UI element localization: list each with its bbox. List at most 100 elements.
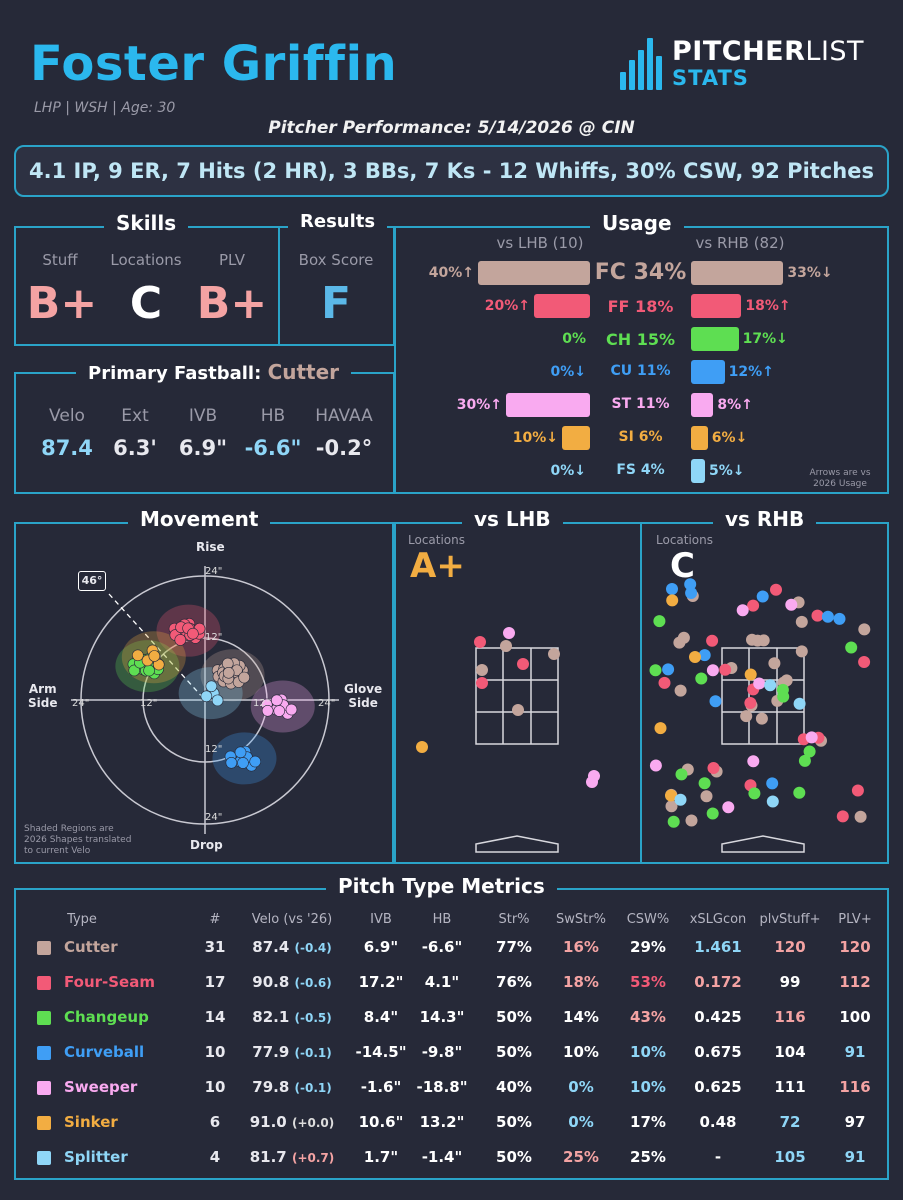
rhb-location-point bbox=[780, 674, 793, 687]
rhb-location-point bbox=[709, 695, 722, 708]
metrics-plv: 112 bbox=[839, 973, 871, 991]
rhb-location-point bbox=[665, 800, 678, 813]
metrics-type: Splitter bbox=[64, 1148, 128, 1166]
metrics-ivb: 8.4" bbox=[363, 1008, 399, 1026]
lhb-location-point bbox=[476, 677, 488, 689]
usage-rhb-label: 12%↑ bbox=[728, 364, 774, 380]
metrics-csw: 53% bbox=[630, 973, 666, 991]
usage-lhb-label: 0%↓ bbox=[550, 463, 587, 479]
metrics-header-8: xSLGcon bbox=[689, 912, 747, 927]
movement-point-changeup bbox=[128, 664, 141, 677]
usage-rhb-bar bbox=[691, 261, 784, 285]
metrics-velo: 82.1 (-0.5) bbox=[252, 1008, 332, 1026]
tick-glove-24: 24" bbox=[318, 698, 336, 709]
rhb-location-point bbox=[666, 594, 679, 607]
metrics-csw: 29% bbox=[630, 938, 666, 956]
rhb-location-point bbox=[756, 590, 769, 603]
lhb-location-point bbox=[503, 627, 515, 639]
movement-point-sweeper bbox=[261, 704, 274, 717]
usage-lhb-bar bbox=[478, 261, 590, 285]
metrics-hb: 14.3" bbox=[419, 1008, 465, 1026]
arm-angle-badge: 46° bbox=[78, 571, 106, 591]
rhb-location-point bbox=[700, 790, 713, 803]
metrics-csw: 10% bbox=[630, 1078, 666, 1096]
tick-rise-12: 12" bbox=[205, 632, 223, 643]
rhb-location-point bbox=[706, 807, 719, 820]
rhb-location-point bbox=[706, 634, 719, 647]
usage-pitch-share: ST 11% bbox=[611, 396, 670, 412]
usage-rhb-bar bbox=[691, 459, 705, 483]
usage-rhb-bar bbox=[691, 426, 708, 450]
rhb-location-point bbox=[811, 609, 824, 622]
metrics-sw: 25% bbox=[563, 1148, 599, 1166]
usage-pitch-share: FC 34% bbox=[594, 260, 687, 285]
usage-rhb-bar bbox=[691, 393, 714, 417]
rhb-location-point bbox=[836, 810, 849, 823]
rhb-location-point bbox=[667, 815, 680, 828]
metrics-count: 10 bbox=[204, 1078, 226, 1096]
rhb-location-point bbox=[684, 578, 697, 591]
pitcherlist-logo: PITCHERLIST STATS bbox=[620, 36, 880, 92]
plv-grade: B+ bbox=[196, 278, 268, 329]
arm-side-label: Arm Side bbox=[28, 682, 58, 710]
ext-label: Ext bbox=[121, 406, 149, 426]
havaa-value: -0.2° bbox=[315, 436, 373, 460]
rhb-location-point bbox=[685, 814, 698, 827]
metrics-type: Four-Seam bbox=[64, 973, 155, 991]
rhb-location-point bbox=[665, 789, 677, 802]
logo-subtext: STATS bbox=[672, 66, 749, 90]
rhb-location-point bbox=[821, 610, 834, 623]
drop-label: Drop bbox=[190, 838, 223, 852]
metrics-csw: 43% bbox=[630, 1008, 666, 1026]
usage-pitch-share: FF 18% bbox=[607, 297, 674, 316]
metrics-header-3: IVB bbox=[370, 912, 392, 927]
metrics-type: Curveball bbox=[64, 1043, 145, 1061]
hb-label: HB bbox=[260, 406, 286, 426]
rhb-location-point bbox=[689, 651, 701, 663]
movement-point-curveball bbox=[225, 756, 238, 769]
rise-label: Rise bbox=[196, 540, 225, 554]
movement-point-splitter bbox=[200, 690, 213, 703]
metrics-count: 4 bbox=[209, 1148, 221, 1166]
velo-label: Velo bbox=[49, 406, 85, 426]
usage-rhb-bar bbox=[691, 294, 742, 318]
metrics-type: Changeup bbox=[64, 1008, 149, 1026]
usage-lhb-bar bbox=[534, 294, 590, 318]
metrics-count: 6 bbox=[209, 1113, 221, 1131]
metrics-csw: 10% bbox=[630, 1043, 666, 1061]
rhb-location-point bbox=[795, 645, 808, 658]
metrics-plv: 91 bbox=[844, 1148, 866, 1166]
locations-label: Locations bbox=[110, 251, 182, 269]
velo-value: 87.4 bbox=[41, 436, 93, 460]
usage-lhb-label: 20%↑ bbox=[484, 298, 530, 314]
metrics-ivb: -14.5" bbox=[355, 1043, 407, 1061]
metrics-csw: 17% bbox=[630, 1113, 666, 1131]
rhb-location-point bbox=[662, 663, 675, 676]
loc-lhb-plot bbox=[416, 627, 600, 853]
metrics-title: Pitch Type Metrics bbox=[326, 874, 557, 898]
lhb-location-point bbox=[474, 636, 486, 648]
tick-drop-12: 12" bbox=[205, 744, 223, 755]
usage-pitch-share: SI 6% bbox=[618, 429, 663, 445]
rhb-location-point bbox=[805, 731, 818, 744]
lhb-location-point bbox=[416, 741, 428, 753]
rhb-location-point bbox=[793, 786, 806, 799]
metrics-plv: 91 bbox=[844, 1043, 866, 1061]
results-title: Results bbox=[288, 211, 388, 232]
metrics-xslg: 0.48 bbox=[699, 1113, 737, 1131]
metrics-str: 77% bbox=[496, 938, 532, 956]
rhb-location-point bbox=[798, 754, 811, 767]
lhb-location-point bbox=[476, 664, 488, 676]
movement-point-cutter bbox=[222, 667, 235, 679]
results-grade: F bbox=[320, 278, 352, 329]
metrics-header-2: Velo (vs '26) bbox=[251, 912, 333, 927]
usage-lhb-label: 0%↓ bbox=[550, 364, 587, 380]
rhb-location-point bbox=[753, 677, 766, 690]
metrics-swatch bbox=[37, 1116, 51, 1130]
metrics-csw: 25% bbox=[630, 1148, 666, 1166]
metrics-xslg: 0.675 bbox=[694, 1043, 742, 1061]
usage-rhb-header: vs RHB (82) bbox=[695, 234, 785, 252]
metrics-header-9: plvStuff+ bbox=[759, 912, 821, 927]
fastball-pitch: Cutter bbox=[267, 360, 340, 384]
metrics-hb: -9.8" bbox=[421, 1043, 463, 1061]
